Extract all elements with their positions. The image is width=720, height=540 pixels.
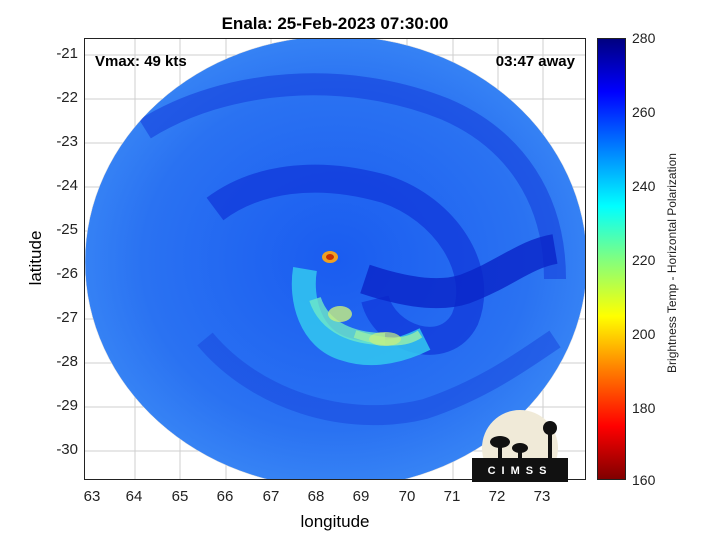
x-tick-label: 71	[443, 488, 461, 505]
colorbar-tick-label: 240	[632, 178, 656, 194]
x-tick-label: 68	[307, 488, 325, 505]
x-tick-label: 63	[83, 488, 101, 505]
y-tick-label: -28	[56, 353, 78, 370]
x-tick-label: 73	[533, 488, 551, 505]
x-tick-label: 66	[216, 488, 234, 505]
chart-title: Enala: 25-Feb-2023 07:30:00	[221, 14, 449, 33]
colorbar-tick-label: 280	[632, 30, 656, 46]
colorbar	[597, 38, 626, 480]
colorbar-title: Brightness Temp - Horizontal Polarizatio…	[665, 153, 679, 373]
x-axis-title: longitude	[300, 512, 370, 531]
y-axis-title: latitude	[26, 230, 45, 286]
y-tick-label: -26	[56, 265, 78, 282]
y-tick-label: -27	[56, 309, 78, 326]
colorbar-tick-label: 180	[632, 400, 656, 416]
satellite-image	[85, 39, 585, 479]
map-plot-area: Vmax: 49 kts 03:47 away	[84, 38, 586, 480]
colorbar-tick-label: 260	[632, 104, 656, 120]
x-tick-label: 67	[262, 488, 280, 505]
x-tick-label: 64	[125, 488, 143, 505]
y-tick-label: -24	[56, 177, 78, 194]
colorbar-tick-label: 160	[632, 472, 656, 488]
time-away-label: 03:47 away	[495, 53, 575, 70]
y-tick-label: -25	[56, 221, 78, 238]
x-tick-label: 70	[398, 488, 416, 505]
x-tick-label: 72	[488, 488, 506, 505]
logo-text: CIMSS	[487, 465, 553, 477]
y-tick-label: -30	[56, 441, 78, 458]
vmax-label: Vmax: 49 kts	[95, 53, 187, 70]
y-tick-label: -23	[56, 133, 78, 150]
y-tick-label: -22	[56, 89, 78, 106]
cimss-logo	[472, 410, 568, 482]
colorbar-tick-label: 220	[632, 252, 656, 268]
x-tick-label: 65	[171, 488, 189, 505]
x-tick-label: 69	[352, 488, 370, 505]
colorbar-tick-label: 200	[632, 326, 656, 342]
y-tick-label: -21	[56, 45, 78, 62]
y-tick-label: -29	[56, 397, 78, 414]
